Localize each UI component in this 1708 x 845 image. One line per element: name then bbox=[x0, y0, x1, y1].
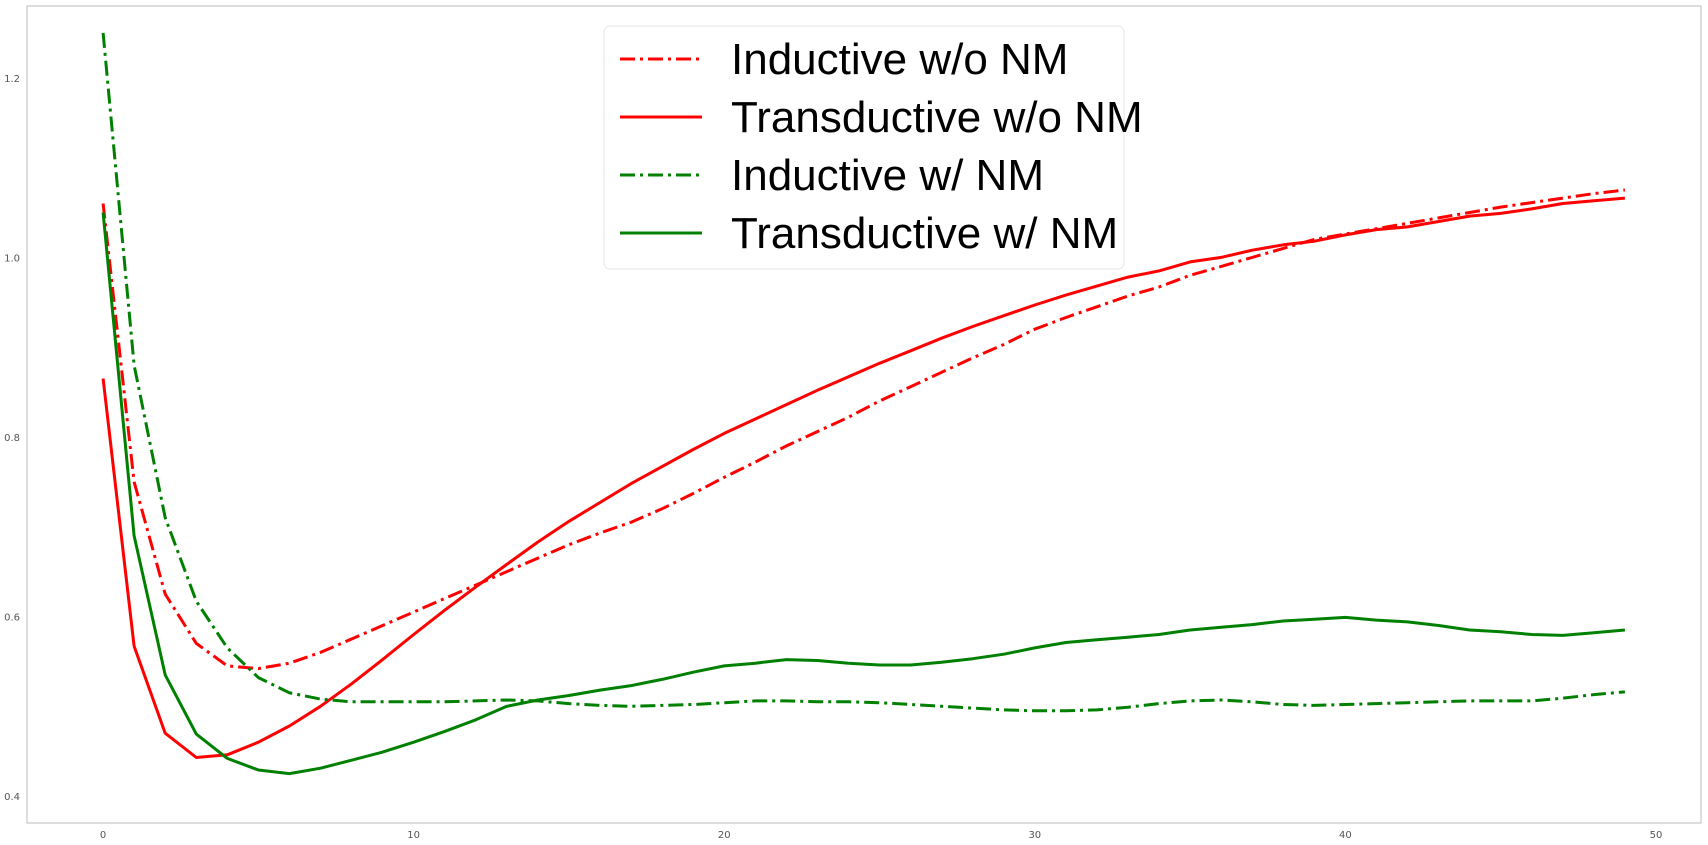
series-line-1 bbox=[101, 188, 1626, 671]
series-line-4 bbox=[101, 212, 1626, 776]
x-axis-tick-labels: 0 10 20 30 40 50 bbox=[100, 830, 1662, 841]
x-tick-label: 0 bbox=[100, 830, 106, 841]
legend-items: Inductive w/o NM Transductive w/o NM Induc… bbox=[620, 35, 1143, 258]
x-tick-label: 30 bbox=[1028, 830, 1041, 841]
legend-item-1: Inductive w/o NM bbox=[620, 35, 1068, 84]
legend-label: Inductive w/o NM bbox=[731, 35, 1068, 84]
y-tick-label: 1.0 bbox=[4, 253, 20, 264]
series-line-3 bbox=[101, 32, 1626, 713]
x-tick-label: 10 bbox=[407, 830, 420, 841]
y-tick-label: 0.4 bbox=[4, 792, 20, 803]
series-line-2 bbox=[101, 196, 1626, 759]
legend-item-2: Transductive w/o NM bbox=[620, 93, 1143, 142]
x-tick-label: 50 bbox=[1650, 830, 1663, 841]
legend-box bbox=[603, 25, 1125, 270]
x-tick-label: 20 bbox=[718, 830, 731, 841]
y-tick-label: 0.8 bbox=[4, 433, 20, 444]
legend-label: Inductive w/ NM bbox=[731, 151, 1044, 200]
legend-item-4: Transductive w/ NM bbox=[620, 209, 1118, 258]
y-tick-label: 1.2 bbox=[4, 74, 20, 85]
y-axis-tick-labels: 0.4 0.6 0.8 1.0 1.2 bbox=[4, 74, 20, 803]
x-tick-label: 40 bbox=[1339, 830, 1352, 841]
legend-item-3: Inductive w/ NM bbox=[620, 151, 1044, 200]
series-layer bbox=[101, 32, 1626, 776]
legend-label: Transductive w/ NM bbox=[731, 209, 1118, 258]
legend-label: Transductive w/o NM bbox=[731, 93, 1143, 142]
legend: Inductive w/o NM Transductive w/o NM Induc… bbox=[603, 25, 1143, 270]
y-tick-label: 0.6 bbox=[4, 613, 20, 624]
